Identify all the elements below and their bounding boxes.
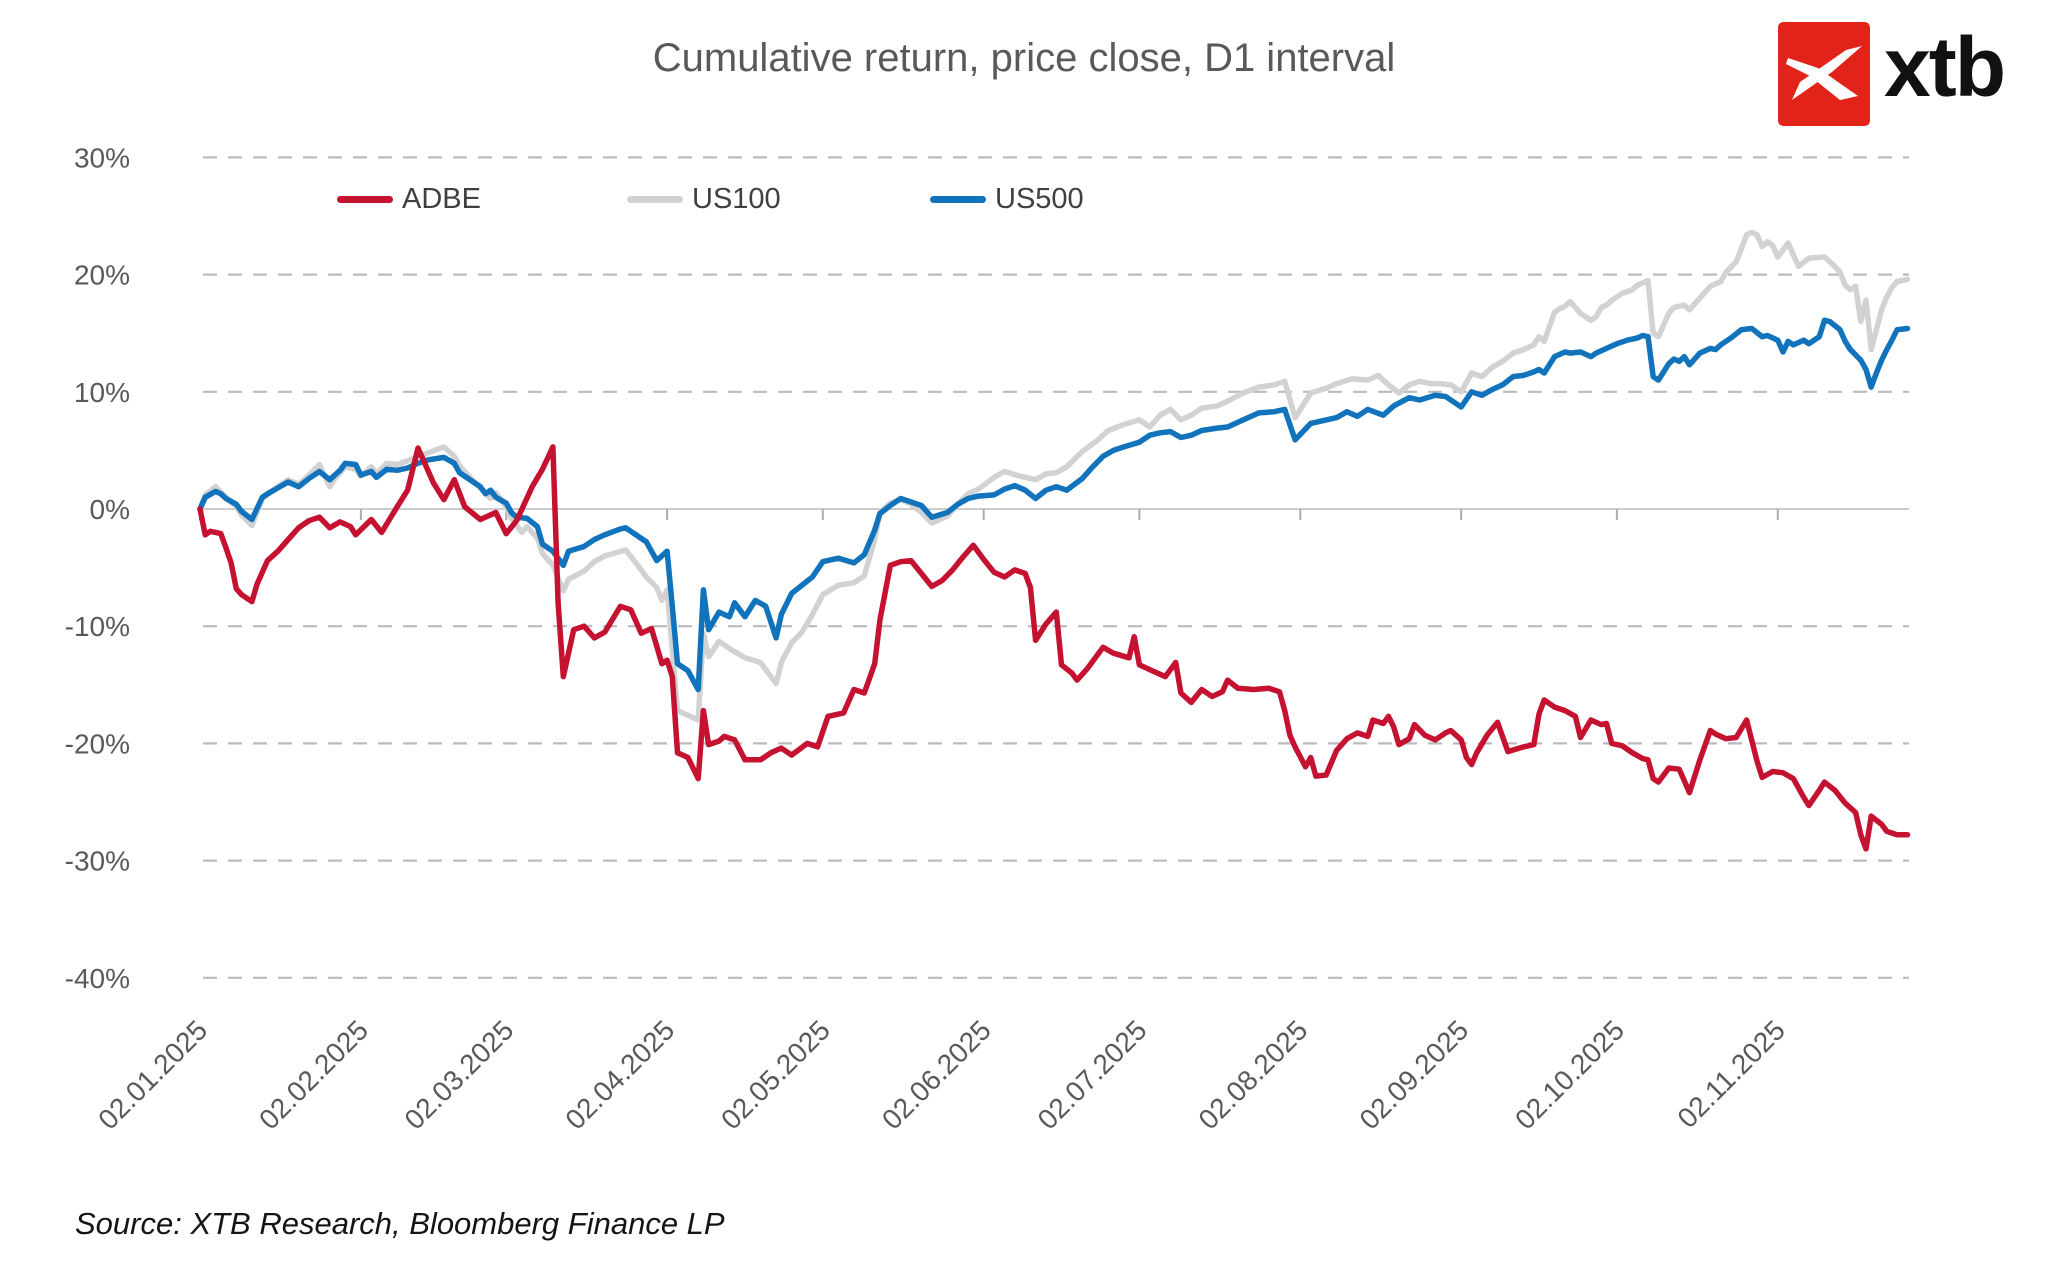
- x-axis-label-1: 02.02.2025: [253, 1014, 374, 1135]
- x-axis-label-5: 02.06.2025: [876, 1014, 997, 1135]
- legend-item-us100: US100: [627, 183, 781, 216]
- y-axis-label--20: -20%: [65, 728, 130, 759]
- xtb-logo: xtb: [1778, 20, 2006, 126]
- y-axis-label-30: 30%: [74, 142, 130, 173]
- y-axis-label--30: -30%: [65, 846, 130, 877]
- series-line-adbe: [197, 444, 1911, 852]
- x-axis-label-2: 02.03.2025: [398, 1014, 519, 1135]
- x-axis-label-9: 02.10.2025: [1509, 1014, 1630, 1135]
- x-axis-label-10: 02.11.2025: [1671, 1014, 1791, 1134]
- legend-swatch-us100: [627, 196, 683, 203]
- xtb-logo-wordmark: xtb: [1884, 20, 2006, 114]
- xtb-logo-mark-icon: [1778, 22, 1870, 126]
- chart-legend: ADBE US100 US500: [0, 183, 2048, 223]
- x-axis-label-4: 02.05.2025: [715, 1014, 836, 1135]
- legend-label-us500: US500: [995, 183, 1084, 215]
- x-axis-label-0: 02.01.2025: [92, 1014, 213, 1135]
- legend-item-us500: US500: [930, 183, 1084, 216]
- y-axis-label-20: 20%: [74, 260, 130, 291]
- series-line-us500: [197, 317, 1911, 693]
- legend-swatch-us500: [930, 196, 986, 203]
- x-axis-label-6: 02.07.2025: [1032, 1014, 1153, 1135]
- chart-title: Cumulative return, price close, D1 inter…: [652, 36, 1396, 80]
- series-line-us100: [197, 229, 1911, 723]
- y-axis-label--40: -40%: [65, 963, 130, 994]
- x-axis-label-3: 02.04.2025: [559, 1014, 680, 1135]
- x-axis-label-7: 02.08.2025: [1193, 1014, 1314, 1135]
- legend-swatch-adbe: [337, 196, 393, 203]
- y-axis-label-0: 0%: [90, 494, 130, 525]
- x-axis-label-8: 02.09.2025: [1353, 1014, 1474, 1135]
- legend-item-adbe: ADBE: [337, 183, 481, 216]
- y-axis-label-10: 10%: [74, 377, 130, 408]
- legend-label-adbe: ADBE: [402, 183, 481, 215]
- legend-label-us100: US100: [692, 183, 781, 215]
- source-note: Source: XTB Research, Bloomberg Finance …: [75, 1206, 725, 1241]
- y-axis-label--10: -10%: [65, 611, 130, 642]
